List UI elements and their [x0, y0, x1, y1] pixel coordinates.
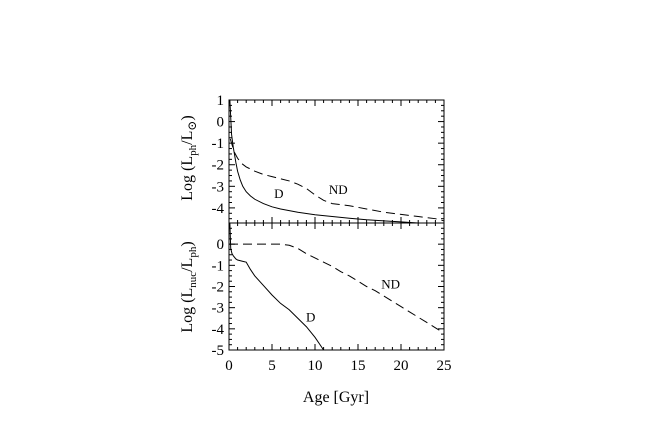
bottom-x-tick-label: 15 — [351, 358, 366, 374]
bottom-x-tick-label: 10 — [308, 358, 323, 374]
top-y-tick-label: -2 — [212, 158, 225, 174]
top-y-tick-label: -3 — [212, 179, 225, 195]
top-series-nd — [229, 138, 444, 222]
bottom-ylabel-sub2: ph — [187, 246, 199, 258]
bottom-ylabel-end: ) — [179, 241, 196, 246]
bottom-y-tick-label: -5 — [212, 343, 225, 359]
bottom-annotation-nd: ND — [381, 277, 400, 292]
bottom-frame — [228, 222, 445, 351]
bottom-annotation-d: D — [306, 309, 315, 324]
bottom-y-axis-label: Log (Lnuc/Lph) — [179, 241, 199, 332]
top-series-d — [229, 100, 431, 223]
bottom-x-tick-label: 0 — [225, 358, 233, 374]
top-y-tick-label: -1 — [212, 136, 225, 152]
bottom-x-tick-label: 20 — [394, 358, 409, 374]
bottom-ylabel-mid: /L — [179, 258, 196, 272]
x-axis-label: Age [Gyr] — [303, 389, 369, 406]
bottom-ylabel-main: Log (L — [179, 288, 196, 333]
top-panel: 1 0 -1 -2 -3 -4 D ND — [212, 93, 445, 224]
top-y-tick-label: -4 — [212, 201, 225, 217]
top-y-axis-label: Log (Lph/L⊙) — [179, 115, 199, 200]
bottom-series-d — [229, 223, 325, 350]
top-ylabel-sub: ph — [187, 144, 199, 156]
top-annotation-nd: ND — [329, 182, 348, 197]
top-ylabel-end: ) — [179, 115, 196, 120]
bottom-y-tick-label: -1 — [212, 258, 225, 274]
bottom-y-tick-label: -2 — [212, 280, 225, 296]
top-y-tick-label: 1 — [217, 93, 225, 109]
bottom-series-nd — [229, 243, 444, 334]
bottom-y-tick-label: -4 — [212, 322, 225, 338]
bottom-y-tick-label: -3 — [212, 301, 225, 317]
bottom-ylabel-sub: nuc — [187, 272, 199, 288]
top-ylabel-mid: /L — [179, 131, 196, 145]
bottom-y-tick-label: 0 — [217, 237, 225, 253]
top-annotation-d: D — [274, 186, 283, 201]
bottom-x-tick-label: 25 — [437, 358, 452, 374]
bottom-x-tick-label: 5 — [268, 358, 276, 374]
top-y-tick-label: 0 — [217, 115, 225, 131]
top-ylabel-sub2: ⊙ — [185, 121, 199, 131]
top-ylabel-main: Log (L — [179, 156, 196, 201]
